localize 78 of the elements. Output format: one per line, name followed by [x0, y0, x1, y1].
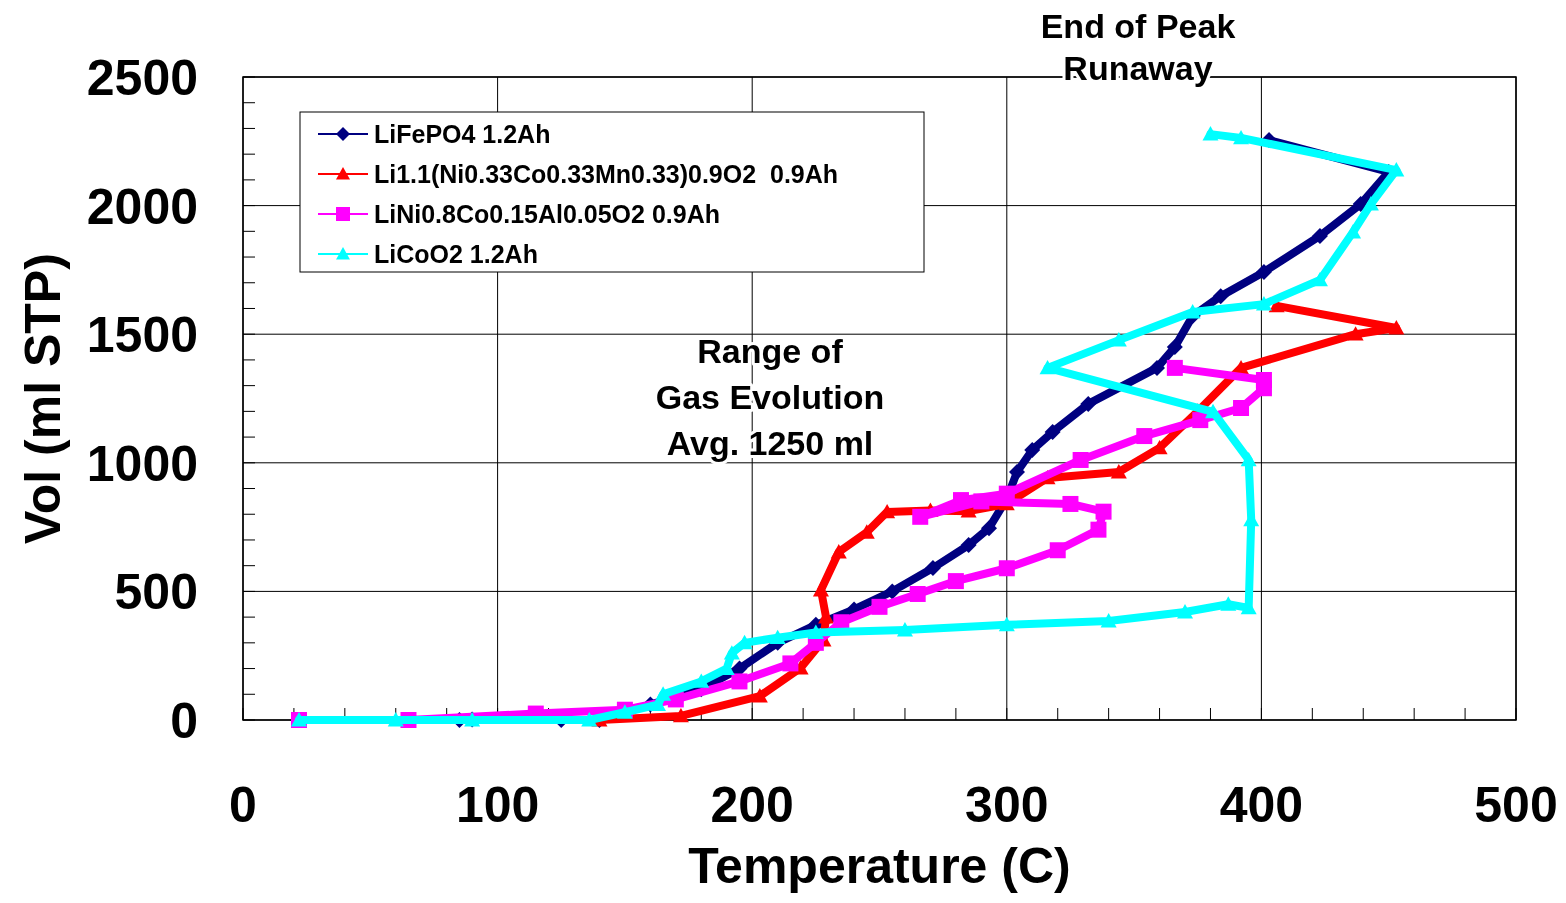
point: [909, 585, 926, 602]
point: [807, 624, 824, 639]
point: [1039, 359, 1056, 375]
legend-label: LiFePO4 1.2Ah: [374, 120, 551, 148]
point: [1110, 332, 1127, 347]
point: [672, 707, 689, 723]
point: [1080, 395, 1097, 412]
point: [387, 712, 404, 727]
point: [1388, 320, 1405, 335]
x-tick-label: 300: [965, 777, 1049, 833]
point: [1008, 464, 1025, 481]
y-tick-label: 1500: [86, 307, 198, 364]
point: [960, 537, 977, 554]
point: [782, 655, 799, 672]
point: [1345, 224, 1362, 239]
x-tick-label: 100: [455, 777, 540, 833]
legend-label: LiCoO2 1.2Ah: [374, 240, 538, 268]
point: [1311, 227, 1328, 244]
point: [1136, 428, 1153, 445]
point: [1100, 612, 1117, 628]
point: [1192, 412, 1209, 429]
point: [830, 544, 847, 559]
point: [723, 645, 740, 660]
point: [751, 688, 768, 703]
point: [924, 559, 941, 576]
point: [1347, 326, 1364, 341]
x-axis-title: Temperature (C): [688, 838, 1071, 894]
legend-label: LiNi0.8Co0.15Al0.05O2 0.9Ah: [374, 200, 720, 228]
y-tick-label: 0: [170, 693, 198, 749]
point: [1240, 451, 1257, 467]
point: [1090, 521, 1107, 538]
point: [912, 508, 929, 525]
point: [1255, 263, 1272, 280]
point: [731, 673, 748, 690]
point: [581, 712, 598, 727]
y-tick-label: 1000: [86, 435, 198, 492]
point: [1255, 371, 1272, 388]
point: [980, 520, 997, 537]
point: [1212, 288, 1229, 305]
y-tick-label: 500: [114, 564, 198, 621]
point: [1362, 196, 1379, 211]
point: [655, 686, 672, 701]
point: [812, 582, 829, 597]
x-tick-label: 200: [710, 777, 794, 833]
y-tick-label: 2500: [86, 50, 198, 106]
point: [1166, 339, 1183, 356]
y-axis-title: Vol (ml STP): [15, 253, 71, 544]
point: [1184, 304, 1201, 319]
y-tick-label: 2000: [86, 178, 198, 235]
legend-label: Li1.1(Ni0.33Co0.33Mn0.33)0.9O2 0.9Ah: [374, 160, 839, 188]
point: [693, 673, 710, 688]
point: [1220, 596, 1237, 611]
point: [1149, 359, 1166, 376]
point: [1095, 503, 1112, 520]
point: [1062, 495, 1079, 512]
point: [1166, 359, 1183, 376]
point: [1352, 196, 1369, 213]
point: [1110, 464, 1127, 479]
x-tick-label: 500: [1474, 777, 1558, 833]
point: [884, 583, 901, 600]
point: [947, 573, 964, 590]
x-tick-label: 400: [1219, 777, 1304, 833]
point: [1177, 603, 1194, 619]
point: [1044, 423, 1061, 440]
point: [871, 598, 888, 615]
point: [1202, 126, 1219, 141]
point: [1072, 451, 1089, 468]
point: [1049, 542, 1066, 559]
point: [769, 629, 786, 645]
point: [896, 621, 913, 637]
point: [973, 493, 990, 510]
point: [1233, 400, 1250, 417]
point: [998, 560, 1015, 577]
point: [1255, 296, 1272, 311]
x-tick-label: 0: [229, 777, 257, 833]
point: [998, 616, 1015, 632]
point: [1024, 441, 1041, 458]
point: [1233, 129, 1250, 145]
